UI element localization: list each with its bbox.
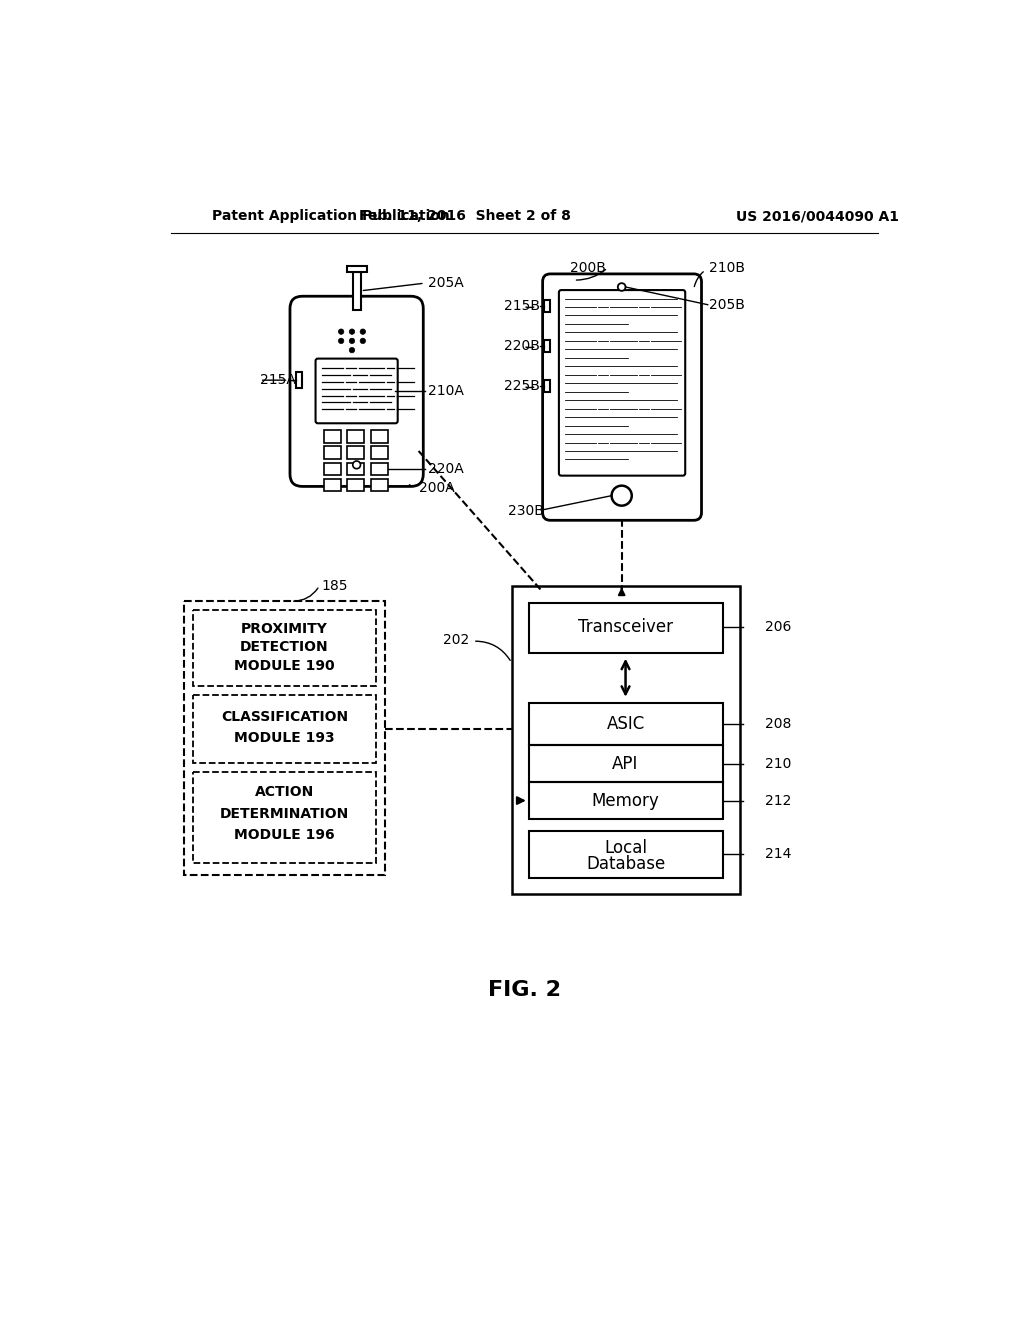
Text: 208: 208 [765, 717, 792, 730]
Bar [544, 341, 550, 352]
Text: Feb. 11, 2016  Sheet 2 of 8: Feb. 11, 2016 Sheet 2 of 8 [359, 209, 571, 223]
Text: 220B: 220B [504, 339, 540, 354]
Bar [371, 462, 388, 475]
Text: Database: Database [586, 855, 666, 874]
Bar [183, 601, 385, 875]
Text: 210A: 210A [428, 384, 464, 397]
FancyBboxPatch shape [543, 275, 701, 520]
Text: 215B: 215B [504, 300, 540, 313]
Bar [347, 462, 365, 475]
Text: 202: 202 [442, 632, 469, 647]
Bar [194, 696, 376, 763]
Text: 205B: 205B [710, 298, 745, 312]
Text: PROXIMITY: PROXIMITY [241, 622, 328, 636]
Text: 200A: 200A [419, 480, 455, 495]
Circle shape [611, 486, 632, 506]
Bar [528, 744, 723, 781]
Bar [324, 430, 341, 442]
Text: US 2016/0044090 A1: US 2016/0044090 A1 [736, 209, 899, 223]
Circle shape [338, 329, 344, 334]
Text: 210: 210 [765, 756, 792, 771]
Text: 205A: 205A [428, 276, 464, 290]
Bar [324, 446, 341, 459]
Text: FIG. 2: FIG. 2 [488, 979, 561, 1001]
Circle shape [349, 329, 354, 334]
Text: 220A: 220A [428, 462, 464, 475]
Circle shape [360, 329, 366, 334]
Circle shape [352, 461, 360, 469]
FancyBboxPatch shape [559, 290, 685, 475]
Text: Patent Application Publication: Patent Application Publication [212, 209, 450, 223]
Text: 212: 212 [765, 793, 792, 808]
Circle shape [349, 347, 354, 352]
FancyBboxPatch shape [290, 296, 423, 487]
Bar [528, 781, 723, 818]
Bar [194, 610, 376, 686]
Text: Transceiver: Transceiver [579, 618, 673, 636]
Bar [194, 772, 376, 863]
Text: 225B: 225B [504, 379, 540, 393]
Bar [371, 430, 388, 442]
Text: 185: 185 [322, 578, 348, 593]
Text: 214: 214 [765, 847, 792, 862]
Circle shape [349, 338, 354, 343]
Bar [324, 462, 341, 475]
Bar [352, 272, 360, 310]
Text: 230B: 230B [508, 504, 544, 517]
Bar [371, 446, 388, 459]
Bar [347, 479, 365, 491]
Circle shape [617, 284, 626, 290]
Text: MODULE 190: MODULE 190 [234, 659, 335, 673]
Bar [528, 702, 723, 744]
Bar [296, 372, 302, 388]
Bar [346, 267, 367, 272]
Text: MODULE 193: MODULE 193 [234, 731, 335, 746]
Text: DETERMINATION: DETERMINATION [220, 807, 349, 821]
Bar [528, 603, 723, 653]
Bar [371, 479, 388, 491]
Bar [347, 446, 365, 459]
Bar [512, 586, 740, 894]
Text: MODULE 196: MODULE 196 [234, 828, 335, 842]
Bar [324, 479, 341, 491]
FancyBboxPatch shape [315, 359, 397, 424]
Text: Local: Local [604, 838, 647, 857]
Text: 206: 206 [765, 620, 792, 635]
Text: ASIC: ASIC [606, 714, 645, 733]
Text: API: API [612, 755, 639, 772]
Text: ACTION: ACTION [255, 785, 314, 799]
Bar [544, 380, 550, 392]
Bar [528, 830, 723, 878]
Text: CLASSIFICATION: CLASSIFICATION [221, 710, 348, 723]
Circle shape [338, 338, 344, 343]
Text: DETECTION: DETECTION [241, 640, 329, 655]
Text: Memory: Memory [592, 792, 659, 809]
Text: 200B: 200B [570, 261, 606, 275]
Bar [544, 300, 550, 313]
Circle shape [360, 338, 366, 343]
Text: 210B: 210B [710, 261, 745, 275]
Text: 215A: 215A [260, 374, 296, 387]
Bar [347, 430, 365, 442]
